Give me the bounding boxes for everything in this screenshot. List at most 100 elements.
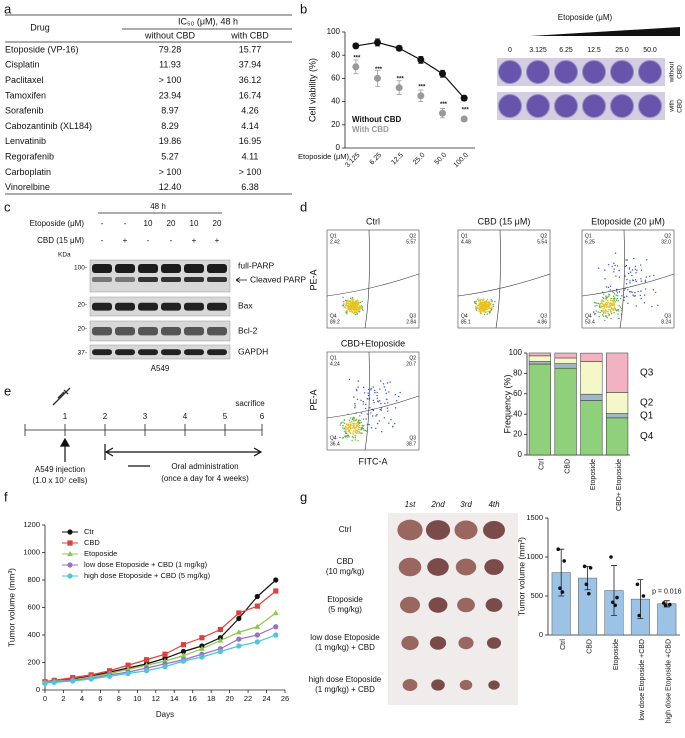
flow-event	[358, 424, 361, 427]
data-point	[162, 651, 168, 657]
flow-event	[342, 437, 345, 439]
flow-event	[345, 303, 348, 305]
flow-event	[350, 424, 352, 427]
kda-label: KDa	[58, 252, 71, 259]
flow-event	[600, 300, 603, 303]
flow-event	[606, 303, 609, 306]
data-point	[613, 603, 617, 608]
flow-event	[347, 424, 349, 427]
flow-event	[354, 403, 356, 405]
data-point	[180, 642, 187, 648]
band	[92, 277, 112, 282]
flow-event	[606, 296, 608, 299]
tumor	[425, 520, 451, 540]
gradient-wedge	[530, 27, 680, 36]
flow-event	[360, 412, 363, 414]
flow-event	[345, 307, 347, 309]
flow-event	[352, 422, 354, 425]
flow-event	[615, 299, 618, 301]
band	[207, 264, 227, 273]
plate	[497, 92, 665, 120]
flow-title: Etoposide (20 μM)	[591, 216, 665, 226]
flow-event	[616, 310, 618, 312]
flow-event	[627, 289, 629, 291]
legend-marker	[67, 573, 73, 579]
lane-label: -	[170, 236, 173, 245]
flow-event	[611, 303, 613, 305]
data-point	[273, 588, 279, 594]
flow-event	[360, 305, 362, 307]
timeline-step: 6	[260, 412, 265, 421]
quadrant-name: Q4	[330, 435, 337, 441]
y-tick-label: 60	[331, 74, 340, 83]
well	[526, 60, 550, 84]
data-point	[663, 603, 668, 608]
flow-event	[637, 290, 639, 293]
table-subheader: with CBD	[230, 30, 269, 40]
flow-event	[345, 311, 347, 313]
flow-event	[347, 307, 349, 309]
flow-event	[594, 305, 596, 307]
band	[138, 264, 158, 273]
data-point	[180, 658, 187, 664]
flow-event	[618, 269, 620, 272]
flow-event	[635, 280, 637, 283]
timeline-note: A549 injection	[35, 465, 85, 474]
flow-event	[346, 302, 348, 304]
bar-segment	[554, 363, 577, 369]
y-tick-label: 20	[513, 430, 522, 439]
timeline-step: 4	[183, 412, 188, 421]
flow-event	[367, 388, 370, 391]
band	[115, 302, 135, 311]
wells-title: Etoposide (μM)	[558, 13, 613, 22]
tumor	[459, 679, 473, 691]
data-point	[42, 680, 48, 686]
table-cell: Etoposide (VP-16)	[5, 44, 79, 54]
flow-event	[354, 305, 356, 308]
flow-event	[611, 299, 613, 302]
table-cell: Carboplatin	[5, 167, 51, 177]
flow-event	[354, 419, 356, 422]
flow-event	[613, 303, 616, 305]
data-point	[587, 591, 591, 596]
data-point	[582, 564, 587, 569]
flow-event	[612, 308, 614, 310]
flow-event	[598, 302, 600, 305]
flow-event	[596, 304, 598, 307]
data-point	[560, 590, 565, 594]
data-point	[180, 652, 187, 658]
flow-event	[485, 304, 488, 306]
marker-label: 20-	[78, 302, 87, 309]
flow-event	[601, 306, 603, 308]
flow-event	[482, 304, 484, 307]
tumor	[455, 558, 477, 576]
y-tick-label: 1200	[23, 520, 40, 529]
flow-event	[350, 420, 353, 423]
flow-event	[364, 392, 366, 394]
y-tick-label: 600	[27, 602, 40, 611]
flow-event	[628, 267, 631, 269]
flow-event	[646, 259, 648, 261]
flow-event	[643, 302, 646, 304]
data-point	[395, 44, 403, 52]
flow-event	[627, 302, 629, 305]
flow-event	[486, 301, 489, 304]
flow-event	[379, 400, 381, 402]
flow-event	[488, 312, 491, 314]
flow-event	[605, 310, 607, 312]
flow-event	[359, 308, 361, 310]
flow-event	[392, 426, 394, 428]
flow-event	[386, 407, 389, 409]
band-label: Bax	[238, 300, 253, 310]
flow-event	[483, 310, 485, 313]
flow-event	[357, 304, 359, 306]
table-cell: 5.27	[161, 151, 179, 161]
flow-event	[634, 268, 637, 271]
flow-event	[480, 301, 482, 304]
flow-event	[644, 288, 647, 290]
flow-event	[644, 279, 647, 281]
y-tick-label: 0	[539, 630, 543, 639]
tumor	[397, 519, 423, 541]
data-point	[668, 602, 672, 607]
flow-event	[604, 302, 607, 304]
